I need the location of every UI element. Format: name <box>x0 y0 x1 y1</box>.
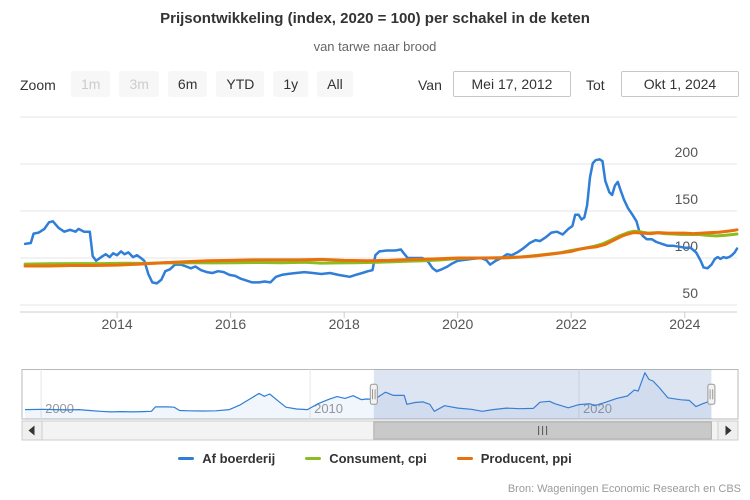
navigator-handle-right[interactable] <box>707 383 716 405</box>
legend-swatch-af-boerderij <box>178 457 195 460</box>
page-title: Prijsontwikkeling (index, 2020 = 100) pe… <box>160 10 590 27</box>
y-axis-label: 50 <box>682 285 698 301</box>
zoom-button-all[interactable]: All <box>317 71 353 97</box>
zoom-button-6m[interactable]: 6m <box>167 71 208 97</box>
navigator-series-line <box>24 372 712 413</box>
page-subtitle: van tarwe naar brood <box>313 39 437 54</box>
range-to-label: Tot <box>586 77 605 93</box>
x-axis-label: 2014 <box>102 316 133 332</box>
legend-swatch-consument-cpi <box>305 457 322 460</box>
zoom-button-1m: 1m <box>71 71 111 97</box>
range-from-input[interactable] <box>453 71 571 97</box>
zoom-label: Zoom <box>20 77 56 93</box>
source-credit: Bron: Wageningen Economic Research en CB… <box>507 483 741 495</box>
y-axis-label: 200 <box>675 144 699 160</box>
legend-label: Producent, ppi <box>480 451 572 466</box>
navigator-axis-label: 2020 <box>583 401 612 416</box>
zoom-button-3m: 3m <box>119 71 159 97</box>
x-axis-label: 2018 <box>329 316 360 332</box>
zoom-button-1y[interactable]: 1y <box>273 71 309 97</box>
navigator-selected-range[interactable] <box>373 369 712 420</box>
navigator-series-area <box>25 372 712 419</box>
x-axis-label: 2020 <box>442 316 473 332</box>
legend-item-consument-cpi[interactable]: Consument, cpi <box>305 451 427 466</box>
navigator-axis-label: 2000 <box>45 401 74 416</box>
navigator-outline <box>21 369 739 420</box>
zoom-button-group: 1m 3m 6m YTD 1y All <box>71 71 353 97</box>
legend-label: Consument, cpi <box>329 451 427 466</box>
legend-item-producent-ppi[interactable]: Producent, ppi <box>456 451 572 466</box>
navigator-axis-label: 2010 <box>314 401 343 416</box>
x-axis-label: 2022 <box>556 316 587 332</box>
plot-area[interactable] <box>20 117 737 305</box>
zoom-button-ytd[interactable]: YTD <box>216 71 265 97</box>
scrollbar-left-arrow-icon <box>28 425 35 436</box>
x-axis-label: 2016 <box>215 316 246 332</box>
range-from-label: Van <box>418 77 442 93</box>
x-axis-label: 2024 <box>669 316 700 332</box>
range-to-input[interactable] <box>621 71 739 97</box>
legend-label: Af boerderij <box>202 451 276 466</box>
legend-swatch-producent-ppi <box>456 457 473 460</box>
legend-item-af-boerderij[interactable]: Af boerderij <box>178 451 275 466</box>
scrollbar-right-arrow-icon <box>725 425 732 436</box>
navigator-handle-left[interactable] <box>369 383 378 405</box>
chart-legend: Af boerderij Consument, cpi Producent, ppi <box>0 451 750 466</box>
series-line-producent-ppi <box>23 228 739 268</box>
y-axis-label: 150 <box>675 191 699 207</box>
